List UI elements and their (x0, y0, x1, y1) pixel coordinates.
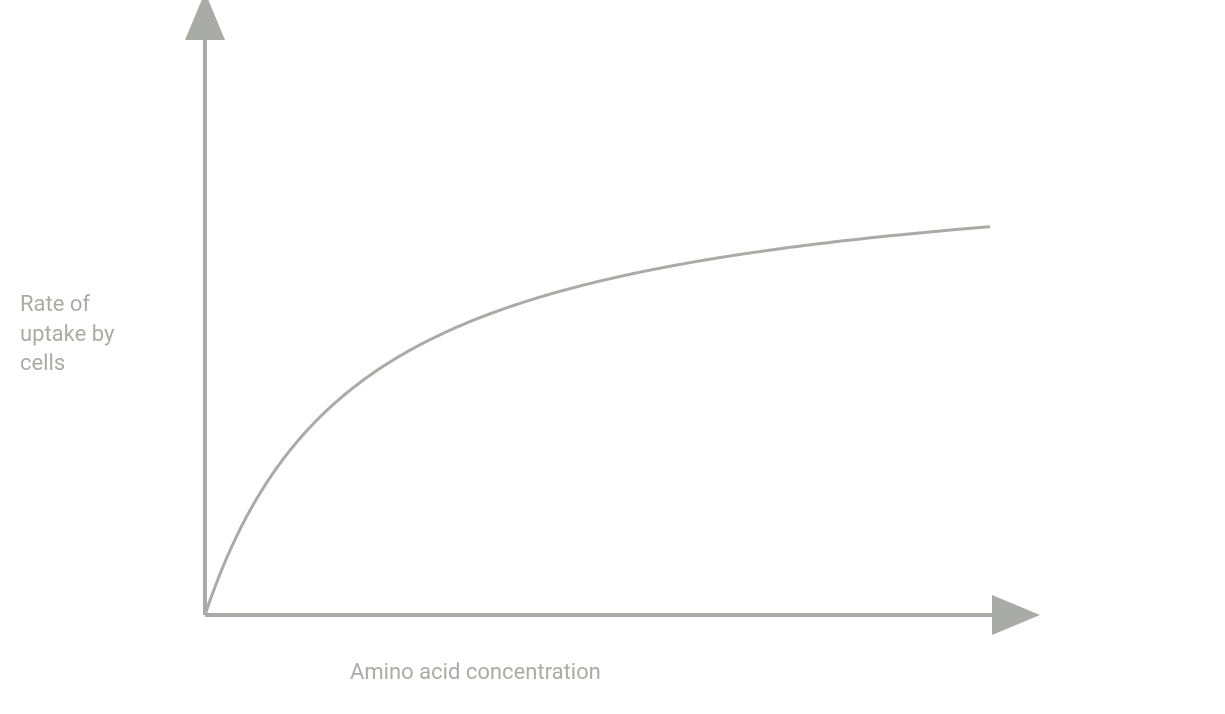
saturation-curve (205, 227, 990, 615)
chart-svg (0, 0, 1225, 714)
x-axis-label: Amino acid concentration (350, 660, 601, 685)
y-axis-label: Rate ofuptake bycells (20, 290, 114, 379)
chart-container: Rate ofuptake bycells Amino acid concent… (0, 0, 1225, 714)
